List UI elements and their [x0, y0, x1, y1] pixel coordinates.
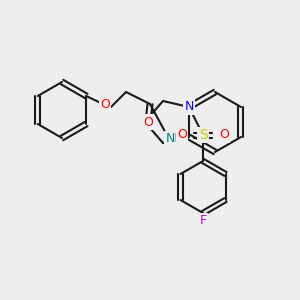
Text: S: S — [199, 128, 207, 142]
Text: O: O — [219, 128, 229, 142]
Text: NH: NH — [166, 133, 184, 146]
Text: O: O — [143, 116, 153, 128]
Text: O: O — [100, 98, 110, 112]
Text: O: O — [177, 128, 187, 142]
Text: F: F — [200, 214, 207, 227]
Text: N: N — [184, 100, 194, 113]
